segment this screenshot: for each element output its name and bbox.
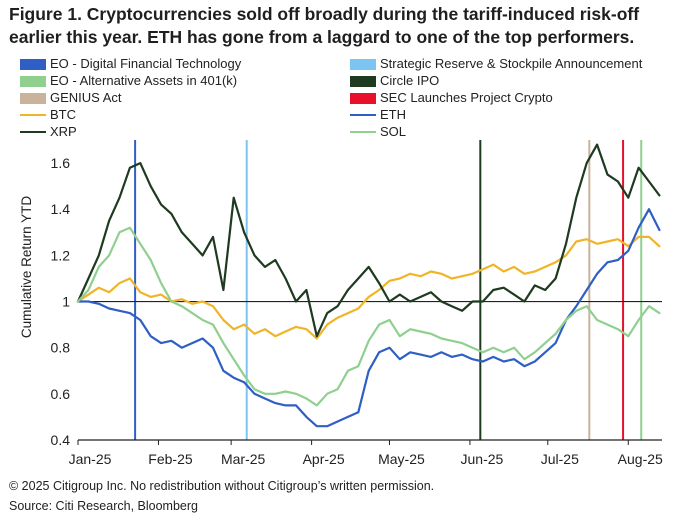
legend-swatch-btc bbox=[20, 114, 46, 116]
series-line-eth bbox=[76, 208, 661, 428]
x-tick-label-7: Aug-25 bbox=[618, 451, 663, 467]
legend-label-eth: ETH bbox=[380, 107, 406, 122]
legend-label-xrp: XRP bbox=[50, 124, 77, 139]
y-tick-label-4: 1.2 bbox=[51, 247, 71, 263]
legend-label-circle-ipo: Circle IPO bbox=[380, 73, 440, 88]
legend-item-sol: SOL bbox=[350, 124, 406, 140]
y-tick-label-1: 0.6 bbox=[51, 386, 71, 402]
legend-label-btc: BTC bbox=[50, 107, 76, 122]
legend-item-strategic-reserve: Strategic Reserve & Stockpile Announceme… bbox=[350, 56, 642, 72]
legend-item-genius-act: GENIUS Act bbox=[20, 90, 122, 106]
series-line-btc bbox=[76, 235, 661, 340]
legend-swatch-eo-401k bbox=[20, 75, 46, 87]
legend-item-eo-dft: EO - Digital Financial Technology bbox=[20, 56, 241, 72]
legend-swatch-eth bbox=[350, 114, 376, 116]
legend-item-eo-401k: EO - Alternative Assets in 401(k) bbox=[20, 73, 237, 89]
y-tick-label-3: 1 bbox=[62, 294, 70, 310]
x-tick-label-0: Jan-25 bbox=[69, 451, 112, 467]
y-axis-label: Cumulative Return YTD bbox=[19, 196, 34, 339]
y-tick-label-5: 1.4 bbox=[51, 201, 71, 217]
legend-label-genius-act: GENIUS Act bbox=[50, 90, 122, 105]
series-line-xrp bbox=[76, 143, 661, 338]
x-tick-label-6: Jul-25 bbox=[541, 451, 579, 467]
legend-swatch-circle-ipo bbox=[350, 75, 376, 87]
y-tick-label-6: 1.6 bbox=[51, 155, 71, 171]
legend-item-sec-project-crypto: SEC Launches Project Crypto bbox=[350, 90, 553, 106]
legend-label-sec-project-crypto: SEC Launches Project Crypto bbox=[380, 90, 553, 105]
x-tick-label-5: Jun-25 bbox=[461, 451, 504, 467]
x-tick-label-1: Feb-25 bbox=[148, 451, 193, 467]
legend-item-xrp: XRP bbox=[20, 124, 77, 140]
legend-swatch-strategic-reserve bbox=[350, 58, 376, 70]
x-tick-label-3: Apr-25 bbox=[303, 451, 345, 467]
axes: 0.4 0.6 0.8 1 1.2 1.4 1.6 Jan-25 Feb-25 Mar-25 Apr… bbox=[51, 155, 664, 467]
legend-swatch-xrp bbox=[20, 131, 46, 133]
legend-item-circle-ipo: Circle IPO bbox=[350, 73, 439, 89]
y-tick-label-0: 0.4 bbox=[51, 432, 71, 448]
legend-label-eo-401k: EO - Alternative Assets in 401(k) bbox=[50, 73, 238, 88]
x-tick-label-4: May-25 bbox=[378, 451, 425, 467]
series-lines bbox=[76, 143, 661, 428]
legend-label-sol: SOL bbox=[380, 124, 407, 139]
legend-item-eth: ETH bbox=[350, 107, 406, 123]
legend-item-btc: BTC bbox=[20, 107, 76, 123]
legend-swatch-sec-project-crypto bbox=[350, 92, 376, 104]
event-markers bbox=[134, 140, 643, 440]
figure-title: Figure 1. Cryptocurrencies sold off broa… bbox=[9, 4, 640, 47]
legend-swatch-genius-act bbox=[20, 92, 46, 104]
legend-label-strategic-reserve: Strategic Reserve & Stockpile Announceme… bbox=[380, 56, 643, 71]
legend-label-eo-dft: EO - Digital Financial Technology bbox=[50, 56, 242, 71]
x-tick-label-2: Mar-25 bbox=[221, 451, 266, 467]
legend-swatch-eo-dft bbox=[20, 58, 46, 70]
y-tick-label-2: 0.8 bbox=[51, 340, 71, 356]
copyright-footnote: © 2025 Citigroup Inc. No redistribution … bbox=[9, 479, 435, 493]
legend-swatch-sol bbox=[350, 131, 376, 133]
series-line-sol bbox=[76, 226, 661, 407]
source-note: Source: Citi Research, Bloomberg bbox=[9, 499, 198, 513]
